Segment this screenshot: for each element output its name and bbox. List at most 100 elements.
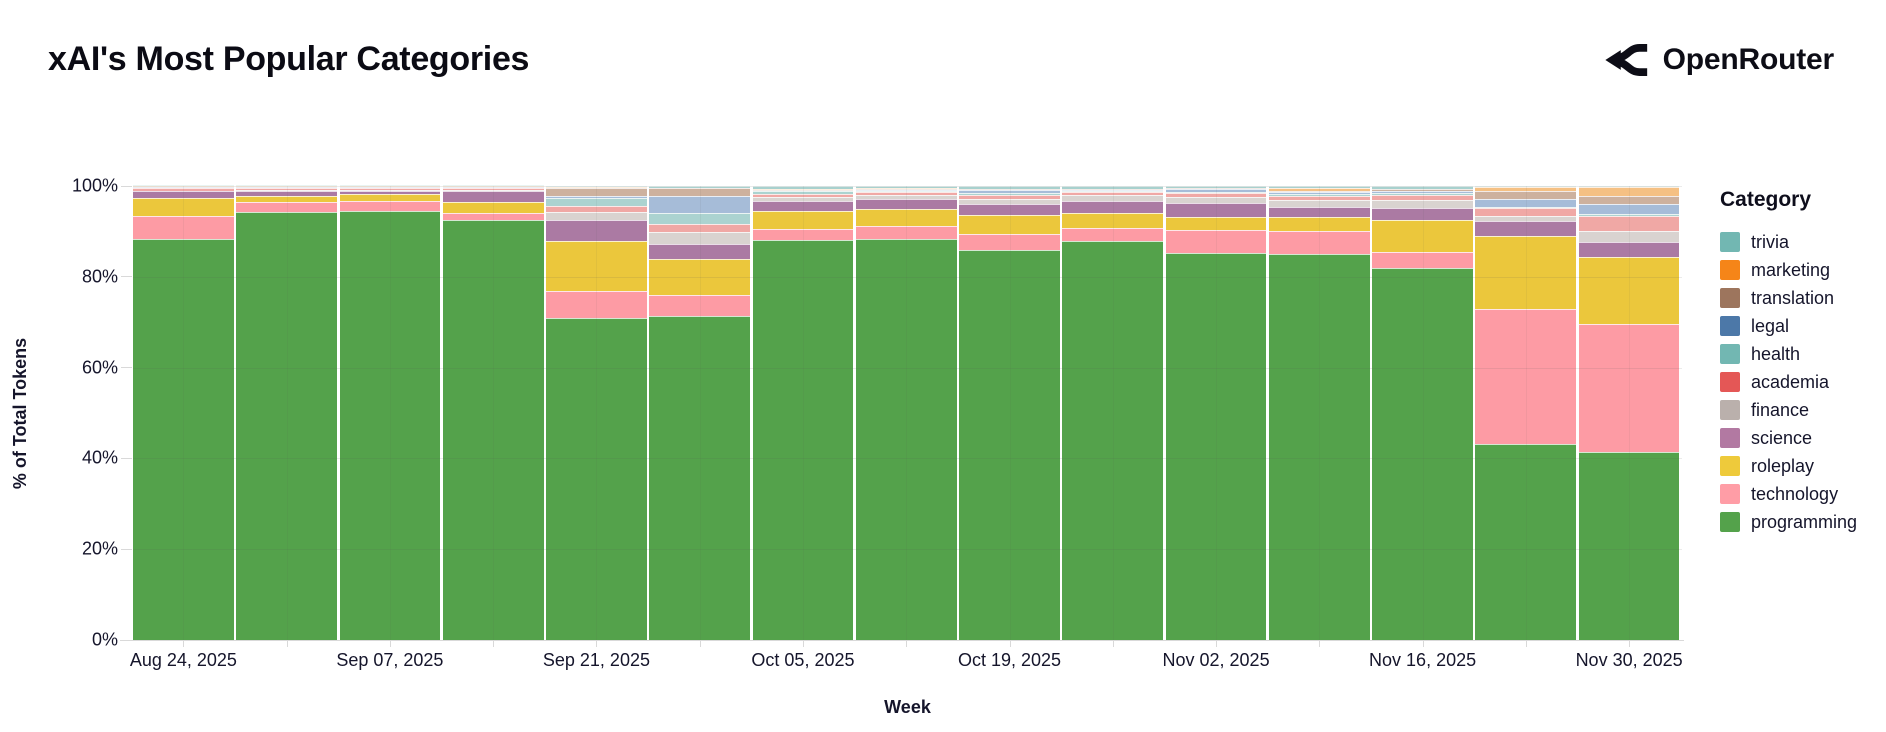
bar-segment-health[interactable]: [1268, 193, 1370, 196]
bar-segment-technology[interactable]: [855, 225, 957, 240]
bar-segment-academia[interactable]: [133, 188, 234, 191]
bar-segment-health[interactable]: [649, 212, 751, 224]
bar-segment-programming[interactable]: [752, 240, 854, 640]
bar-segment-finance[interactable]: [1268, 200, 1370, 207]
bar-segment-finance[interactable]: [649, 232, 751, 244]
bar-segment-trivia[interactable]: [959, 186, 1060, 189]
bar-segment-finance[interactable]: [1475, 215, 1577, 221]
bar-segment-academia[interactable]: [649, 223, 751, 233]
bar-segment-translation[interactable]: [546, 187, 647, 197]
bar-segment-science[interactable]: [855, 198, 957, 209]
bar-segment-programming[interactable]: [855, 239, 957, 640]
bar-segment-health[interactable]: [855, 190, 957, 192]
bar-segment-translation[interactable]: [752, 189, 854, 191]
bar-segment-legal[interactable]: [1578, 203, 1680, 214]
bar-segment-finance[interactable]: [236, 189, 338, 191]
bar-segment-health[interactable]: [1578, 213, 1680, 216]
bar-segment-roleplay[interactable]: [855, 208, 957, 226]
bar-segment-translation[interactable]: [1372, 189, 1473, 191]
bar-segment-finance[interactable]: [339, 189, 441, 191]
bar-segment-academia[interactable]: [442, 188, 544, 190]
bar-segment-trivia[interactable]: [1372, 186, 1473, 189]
bar-segment-science[interactable]: [442, 191, 544, 202]
bar-segment-science[interactable]: [1268, 206, 1370, 218]
bar-segment-trivia[interactable]: [133, 185, 234, 187]
bar-segment-academia[interactable]: [1475, 208, 1577, 216]
bar-segment-technology[interactable]: [1372, 252, 1473, 269]
bar-segment-health[interactable]: [1475, 206, 1577, 209]
bar-segment-legal[interactable]: [1372, 191, 1473, 194]
bar-segment-technology[interactable]: [236, 202, 338, 213]
bar-segment-science[interactable]: [1165, 203, 1267, 218]
bar-segment-technology[interactable]: [1475, 309, 1577, 444]
bar-segment-trivia[interactable]: [1165, 186, 1267, 188]
bar-segment-academia[interactable]: [1578, 215, 1680, 231]
bar-segment-technology[interactable]: [1165, 229, 1267, 253]
bar-segment-roleplay[interactable]: [1268, 217, 1370, 231]
bar-segment-science[interactable]: [959, 203, 1060, 216]
bar-segment-roleplay[interactable]: [236, 196, 338, 203]
bar-segment-programming[interactable]: [1268, 254, 1370, 640]
bar-segment-academia[interactable]: [959, 195, 1060, 200]
bar-segment-legal[interactable]: [546, 196, 647, 199]
bar-segment-marketing[interactable]: [1475, 187, 1577, 191]
bar-segment-trivia[interactable]: [752, 186, 854, 190]
bar-segment-roleplay[interactable]: [959, 215, 1060, 234]
bar-segment-legal[interactable]: [752, 190, 854, 192]
bar-segment-roleplay[interactable]: [133, 198, 234, 216]
bar-segment-technology[interactable]: [752, 228, 854, 241]
bar-segment-academia[interactable]: [855, 191, 957, 196]
bar-segment-roleplay[interactable]: [1578, 257, 1680, 324]
bar-segment-roleplay[interactable]: [1165, 217, 1267, 230]
bar-segment-academia[interactable]: [546, 206, 647, 213]
bar-segment-trivia[interactable]: [1475, 186, 1577, 188]
bar-segment-health[interactable]: [546, 198, 647, 207]
bar-segment-programming[interactable]: [1165, 252, 1267, 640]
bar-segment-roleplay[interactable]: [442, 201, 544, 213]
bar-segment-finance[interactable]: [1578, 230, 1680, 243]
bar-segment-technology[interactable]: [133, 215, 234, 240]
bar-segment-trivia[interactable]: [236, 185, 338, 187]
bar-segment-health[interactable]: [1165, 191, 1267, 194]
bar-segment-legal[interactable]: [855, 189, 957, 191]
bar-segment-finance[interactable]: [752, 197, 854, 202]
bar-segment-translation[interactable]: [1268, 191, 1370, 193]
bar-segment-academia[interactable]: [1372, 195, 1473, 201]
bar-segment-roleplay[interactable]: [546, 241, 647, 292]
bar-segment-programming[interactable]: [133, 239, 234, 640]
bar-segment-trivia[interactable]: [1268, 186, 1370, 188]
bar-segment-programming[interactable]: [1372, 268, 1473, 640]
bar-segment-translation[interactable]: [1165, 188, 1267, 190]
bar-segment-technology[interactable]: [959, 233, 1060, 250]
bar-segment-translation[interactable]: [649, 188, 751, 197]
bar-segment-legal[interactable]: [1062, 190, 1164, 191]
bar-segment-roleplay[interactable]: [339, 193, 441, 201]
bar-segment-science[interactable]: [752, 201, 854, 211]
bar-segment-science[interactable]: [649, 244, 751, 259]
bar-segment-finance[interactable]: [442, 189, 544, 191]
bar-segment-trivia[interactable]: [442, 185, 544, 187]
bar-segment-science[interactable]: [236, 191, 338, 197]
bar-segment-trivia[interactable]: [1062, 186, 1164, 189]
bar-segment-programming[interactable]: [1578, 451, 1680, 640]
bar-segment-health[interactable]: [1372, 193, 1473, 196]
bar-segment-technology[interactable]: [1578, 323, 1680, 452]
bar-segment-programming[interactable]: [546, 318, 647, 640]
bar-segment-academia[interactable]: [339, 188, 441, 190]
bar-segment-translation[interactable]: [1062, 189, 1164, 191]
bar-segment-technology[interactable]: [1062, 228, 1164, 242]
bar-segment-science[interactable]: [1062, 201, 1164, 213]
bar-segment-translation[interactable]: [959, 189, 1060, 191]
bar-segment-programming[interactable]: [1062, 241, 1164, 640]
bar-segment-academia[interactable]: [752, 193, 854, 198]
bar-segment-health[interactable]: [1062, 191, 1164, 193]
bar-segment-roleplay[interactable]: [752, 210, 854, 229]
bar-segment-programming[interactable]: [1475, 443, 1577, 640]
bar-segment-trivia[interactable]: [1578, 186, 1680, 188]
bar-segment-technology[interactable]: [339, 200, 441, 211]
bar-segment-roleplay[interactable]: [1372, 220, 1473, 253]
bar-segment-programming[interactable]: [649, 316, 751, 640]
bar-segment-roleplay[interactable]: [1475, 235, 1577, 310]
bar-segment-translation[interactable]: [855, 188, 957, 190]
bar-segment-programming[interactable]: [339, 210, 441, 640]
